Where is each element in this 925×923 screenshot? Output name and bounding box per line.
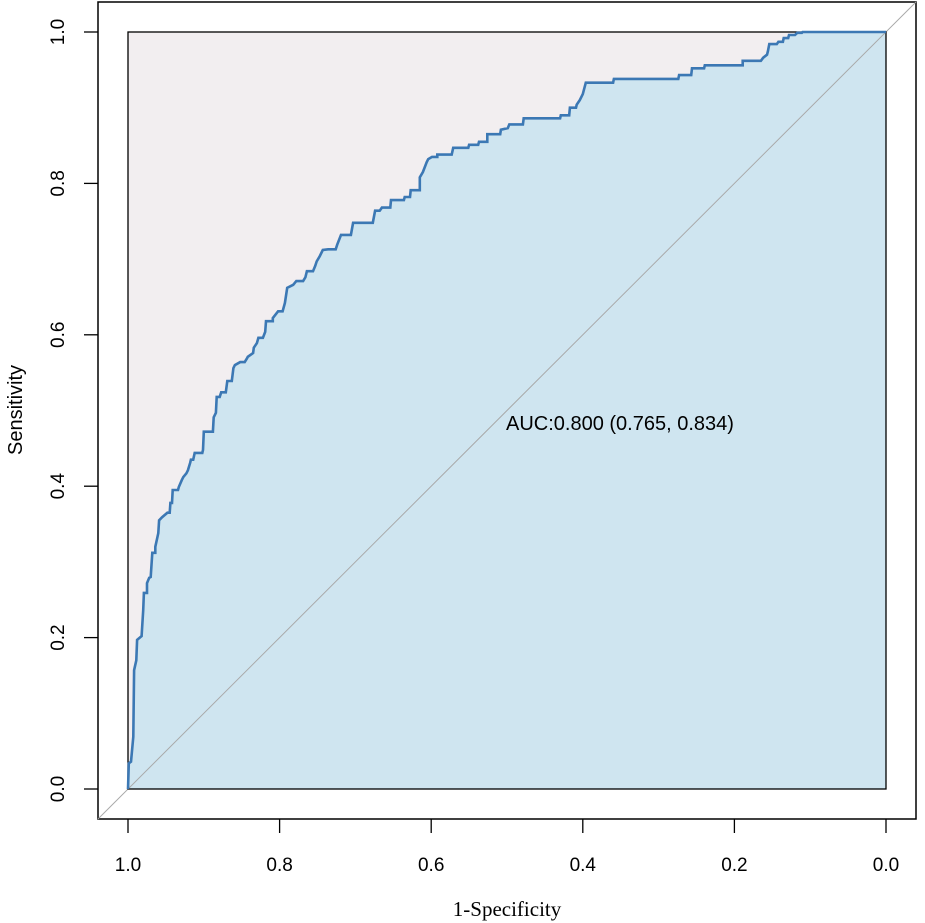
x-axis-ticks: 1.0 0.8 0.6 0.4 0.2 0.0	[115, 819, 899, 876]
y-tick-label: 0.6	[48, 322, 69, 348]
y-axis-ticks: 0.0 0.2 0.4 0.6 0.8 1.0	[48, 19, 98, 802]
y-tick-label: 1.0	[48, 19, 69, 45]
y-tick-label: 0.0	[48, 776, 69, 802]
y-tick-label: 0.2	[48, 624, 69, 650]
x-axis-title: 1-Specificity	[453, 897, 562, 921]
x-tick-label: 0.6	[418, 855, 444, 876]
x-tick-label: 1.0	[115, 855, 141, 876]
y-tick-label: 0.8	[48, 170, 69, 196]
y-tick-label: 0.4	[48, 473, 69, 500]
x-tick-label: 0.0	[873, 855, 899, 876]
roc-curve	[126, 30, 886, 790]
x-tick-label: 0.4	[570, 855, 597, 876]
plot-box	[127, 31, 887, 790]
reference-diagonal	[97, 1, 917, 820]
y-axis-title: Sensitivity	[5, 365, 27, 455]
auc-annotation: AUC:0.800 (0.765, 0.834)	[506, 413, 734, 435]
x-tick-label: 0.2	[721, 855, 747, 876]
x-tick-label: 0.8	[266, 855, 292, 876]
